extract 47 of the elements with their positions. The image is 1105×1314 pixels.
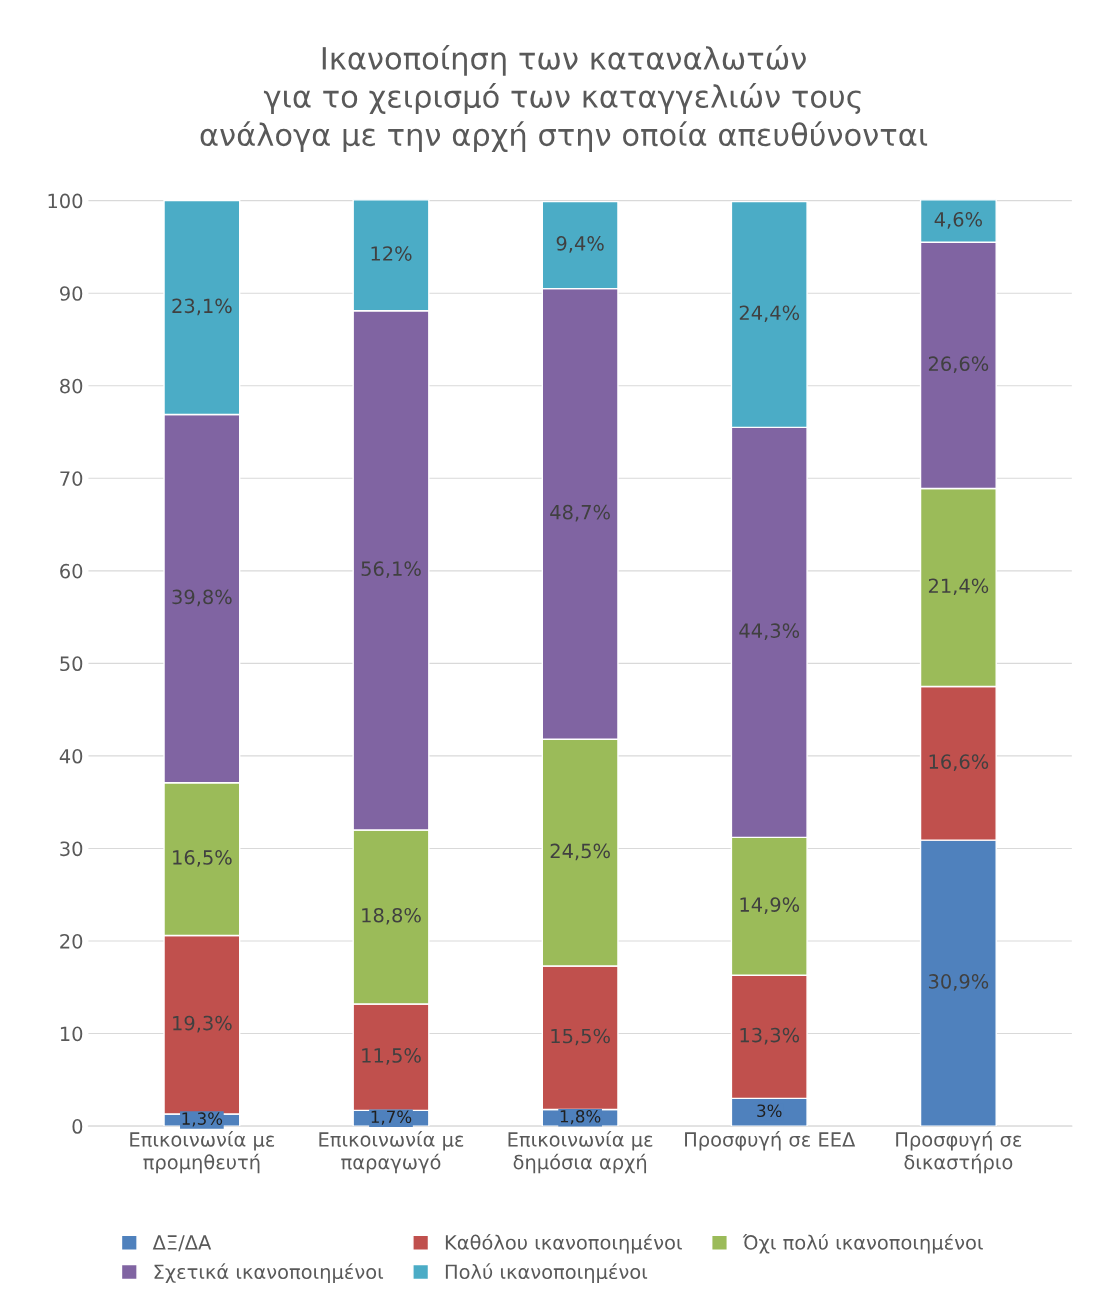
data-label: 1,3% [182,1112,223,1127]
data-label: 23,1% [172,298,232,316]
y-tick-label: 30 [60,841,83,857]
data-label: 9,4% [556,236,604,253]
y-tick-label: 90 [60,286,83,301]
legend-label: Όχι πολύ ικανοποιημένοι [742,1233,983,1254]
data-label: 12% [371,246,412,261]
data-label: 56,1% [361,561,421,578]
data-label: 3% [757,1104,782,1118]
data-label: 4,6% [934,211,982,229]
data-label: 19,3% [173,1015,232,1033]
data-label: 14,9% [740,897,800,914]
data-label: 15,5% [551,1028,610,1046]
data-label: 44,3% [739,623,800,640]
chart-title: Ικανοποίηση των καταναλωτών για το χειρισμό των καταγγελιών τους ανάλογα με την αρχή στην οποία απευθύνονται [200,44,928,153]
y-tick-label: 100 [48,193,83,209]
data-label: 48,7% [550,504,610,522]
x-tick-label: Επικοινωνία με δημόσια αρχή [508,1130,653,1174]
y-tick-label: 80 [60,378,83,394]
legend-label: ΔΞ/ΔΑ [152,1235,212,1252]
data-label: 30,9% [928,974,989,991]
data-label: 24,5% [550,843,610,861]
y-tick-label: 10 [60,1026,83,1042]
legend-label: Σχετικά ικανοποιημένοι [154,1263,384,1283]
data-label: 24,4% [739,305,800,323]
data-label: 39,8% [172,589,232,607]
x-tick-label: Προσφυγή σε δικαστήριο [896,1130,1022,1174]
y-tick-label: 70 [60,471,83,486]
y-tick-label: 50 [60,656,83,672]
x-tick-label: Επικοινωνία με προμηθευτή [130,1130,275,1174]
data-label: 11,5% [362,1048,421,1065]
data-label: 21,4% [928,578,989,596]
x-tick-label: Προσφυγή σε ΕΕΔ [685,1130,856,1151]
y-tick-label: 40 [59,748,83,764]
y-tick-label: 60 [60,563,83,579]
data-label: 1,8% [560,1110,601,1125]
data-label: 13,3% [740,1027,800,1045]
y-tick-label: 20 [60,933,83,949]
data-label: 18,8% [362,907,421,925]
data-label: 1,7% [371,1110,412,1125]
legend-label: Καθόλου ικανοποιημένοι [445,1233,682,1254]
legend-label: Πολύ ικανοποιημένοι [445,1263,648,1283]
y-tick-label: 0 [72,1119,83,1134]
data-label: 26,6% [928,356,989,374]
data-label: 16,6% [929,754,989,771]
x-tick-label: Επικοινωνία με παραγωγό [319,1130,464,1174]
data-label: 16,5% [173,850,232,867]
